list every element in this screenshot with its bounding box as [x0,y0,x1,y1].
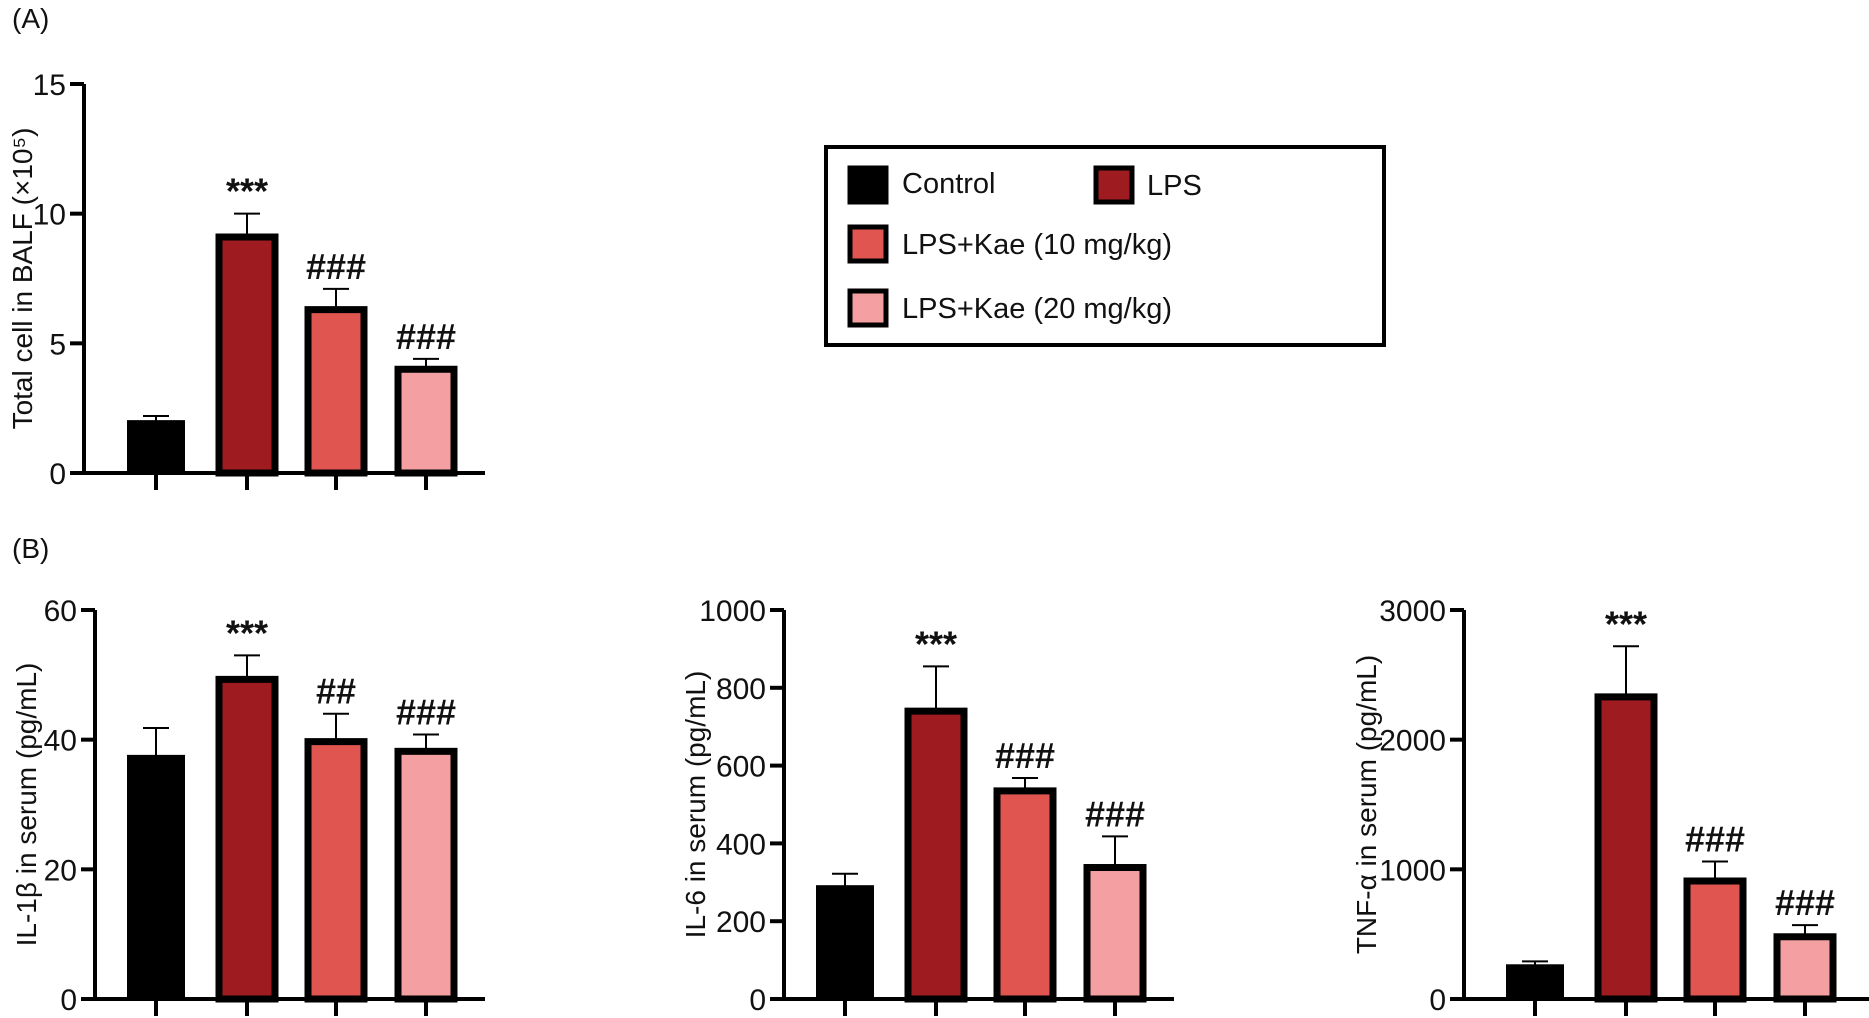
bar-2 [993,787,1057,1003]
chart-3: TNF-α in serum (pg/mL) 0 1000 2000 3000 *** ##… [1351,595,1869,1017]
legend-swatch-kae20 [847,288,889,328]
y-axis-label: IL-6 in serum (pg/mL) [680,671,711,939]
y-tick-label: 3000 [1379,595,1446,628]
significance-label: *** [915,623,957,664]
y-tick-label: 2000 [1379,725,1446,758]
significance-label: ### [396,316,456,357]
legend-swatch-control [847,165,889,205]
bar-3 [394,747,458,1003]
significance-label: ### [1685,819,1745,860]
y-axis-label: TNF-α in serum (pg/mL) [1351,655,1382,954]
bar-2 [304,306,368,477]
y-tick-label: 0 [1429,984,1446,1017]
legend-label-kae20: LPS+Kae (20 mg/kg) [902,293,1172,325]
y-tick-label: 0 [49,458,66,491]
significance-label: ### [396,691,456,732]
y-tick-label: 200 [716,906,766,939]
y-axis-label: IL-1β in serum (pg/mL) [11,663,42,947]
legend-swatch-kae10 [847,224,889,264]
legend-label-lps: LPS [1147,170,1202,202]
bar-3 [1773,933,1837,1003]
bar-1 [215,675,279,1003]
y-tick-label: 40 [44,725,77,758]
significance-label: ### [995,735,1055,776]
bar-0 [816,885,874,1000]
y-tick-label: 1000 [1379,854,1446,887]
legend-label-kae10: LPS+Kae (10 mg/kg) [902,229,1172,261]
bar-1 [904,707,968,1003]
significance-label: *** [226,612,268,653]
y-tick-label: 400 [716,828,766,861]
y-axis-label: Total cell in BALF (×10⁵) [7,128,38,430]
legend-swatch-lps [1093,165,1135,205]
bar-2 [304,738,368,1003]
y-tick-label: 800 [716,673,766,706]
y-tick-label: 10 [33,199,66,232]
bar-3 [394,365,458,477]
significance-label: *** [1605,603,1647,644]
significance-label: ### [306,246,366,287]
y-tick-label: 0 [749,984,766,1017]
y-tick-label: 1000 [699,595,766,628]
y-tick-label: 60 [44,595,77,628]
bar-3 [1083,864,1147,1003]
significance-label: ### [1775,882,1835,923]
legend-label-control: Control [902,168,996,200]
y-tick-label: 0 [60,984,77,1017]
panel-label-a: (A) [12,3,49,34]
y-tick-label: 5 [49,328,66,361]
y-tick-label: 15 [33,69,66,102]
panel-label-b: (B) [12,533,49,564]
significance-label: ### [1085,793,1145,834]
bar-1 [215,233,279,477]
chart-0: Total cell in BALF (×10⁵) 0 5 10 15 *** ### ### [7,69,485,491]
y-tick-label: 20 [44,854,77,887]
bar-0 [127,420,185,474]
bar-0 [1506,964,1564,1001]
legend: Control LPS LPS+Kae (10 mg/kg) LPS+Kae (… [824,145,1386,347]
significance-label: ## [316,671,356,712]
bar-0 [127,754,185,1000]
bar-2 [1683,877,1747,1003]
chart-2: IL-6 in serum (pg/mL) 0 200 400 600 800 1000 **… [680,595,1174,1017]
significance-label: *** [226,171,268,212]
bar-1 [1594,693,1658,1003]
y-tick-label: 600 [716,751,766,784]
